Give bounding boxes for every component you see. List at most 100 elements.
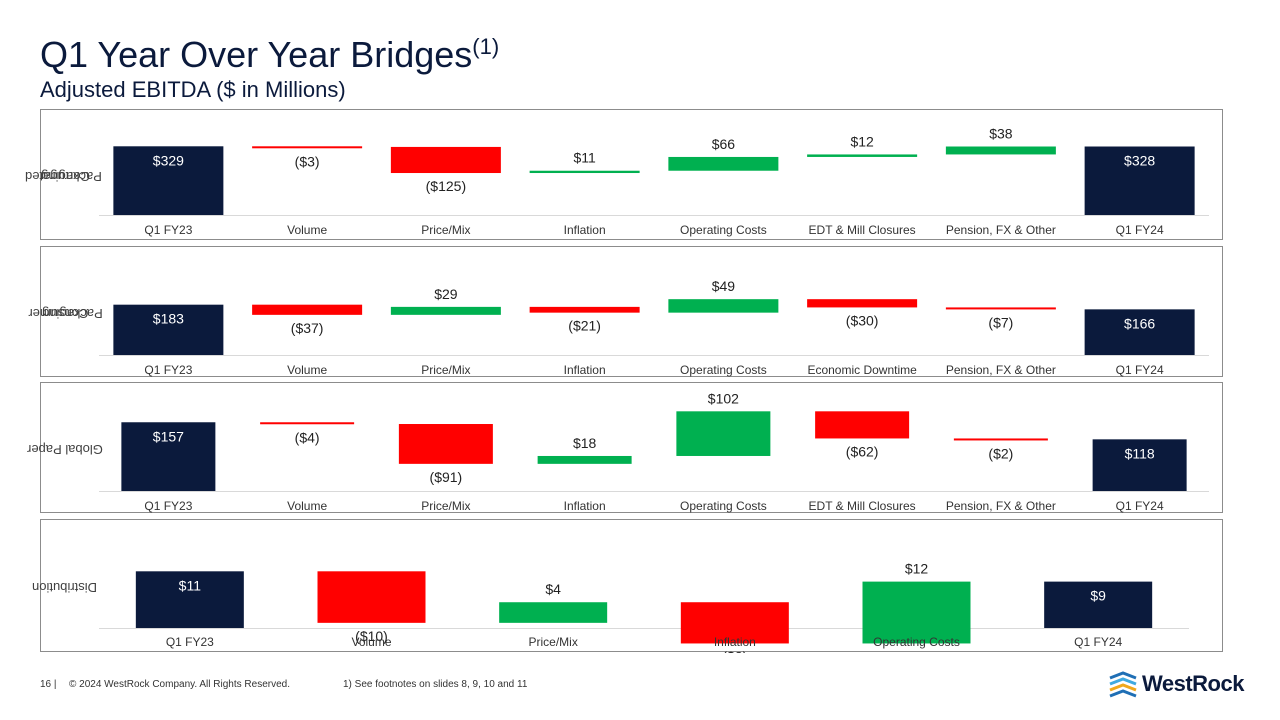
- waterfall-bar-5: [862, 581, 971, 644]
- category-label-6: Q1 FY24: [1074, 635, 1122, 649]
- category-label-1: Q1 FY23: [144, 223, 192, 237]
- waterfall-bar-6: [815, 411, 910, 439]
- data-label-7: $38: [989, 126, 1013, 142]
- waterfall-bar-2: [252, 146, 363, 149]
- waterfall-bar-8: [1092, 439, 1187, 491]
- consumer-packaging-panel: Consumer Packaging $183 Q1 FY23 ($37) Volume…: [28, 246, 1223, 377]
- data-label-3: $4: [545, 581, 561, 597]
- category-label-8: Q1 FY24: [1116, 223, 1164, 237]
- data-label-4: $18: [573, 435, 597, 451]
- data-label-3: ($91): [430, 469, 463, 485]
- waterfall-bar-2: [260, 422, 355, 425]
- category-label-4: Inflation: [714, 635, 756, 649]
- category-label-1: Q1 FY23: [144, 499, 192, 513]
- waterfall-bar-7: [945, 146, 1056, 155]
- waterfall-bar-3: [390, 306, 501, 315]
- data-label-5: $49: [712, 278, 736, 294]
- consumer-packaging-waterfall-chart: $183 Q1 FY23 ($37) Volume $29 Price/Mix ($21) I…: [99, 278, 1209, 377]
- waterfall-bar-8: [1084, 309, 1195, 355]
- distribution-waterfall-chart: $11 Q1 FY23 ($10)Volume $4 Price/Mix ($8)Infl…: [99, 561, 1189, 653]
- data-label-7: ($7): [988, 314, 1013, 330]
- category-label-1: Q1 FY23: [166, 635, 214, 649]
- category-label-6: EDT & Mill Closures: [809, 499, 916, 513]
- data-label-2: ($4): [295, 429, 320, 445]
- data-label-5: $12: [905, 561, 929, 577]
- data-label-6: $12: [850, 133, 874, 149]
- category-label-2: Volume: [287, 499, 327, 513]
- category-label-3: Price/Mix: [421, 363, 470, 377]
- waterfall-bar-2: [252, 304, 363, 315]
- waterfall-bar-1: [113, 304, 224, 355]
- waterfall-bar-2: [317, 571, 426, 623]
- westrock-logo-icon: [1109, 671, 1137, 698]
- waterfall-bar-5: [676, 411, 771, 456]
- global-paper-waterfall-chart: $157 Q1 FY23 ($4) Volume ($91) Price/Mix $18 In…: [99, 390, 1209, 513]
- data-label-8: $328: [1124, 153, 1155, 169]
- category-label-4: Inflation: [564, 223, 606, 237]
- data-label-4: ($8): [722, 648, 747, 653]
- data-label-6: ($30): [846, 312, 879, 328]
- waterfall-bar-3: [398, 424, 493, 464]
- page-title: Q1 Year Over Year Bridges(1): [40, 34, 499, 76]
- corrugated-packaging-panel: Corrugated Packaging $329 Q1 FY23 ($3) Volum…: [25, 109, 1223, 240]
- category-label-8: Q1 FY24: [1116, 363, 1164, 377]
- page-title-text: Q1 Year Over Year Bridges: [40, 34, 473, 75]
- distribution-panel: Distribution $11 Q1 FY23 ($10) Volume $4 Pric…: [32, 519, 1223, 653]
- westrock-logo-wordmark: WestRock: [1142, 671, 1244, 696]
- data-label-2: ($3): [295, 153, 320, 169]
- category-label-8: Q1 FY24: [1116, 499, 1164, 513]
- footnote: 1) See footnotes on slides 8, 9, 10 and …: [343, 679, 528, 690]
- category-label-3: Price/Mix: [528, 635, 577, 649]
- data-label-2: ($10): [355, 628, 388, 644]
- copyright-notice: © 2024 WestRock Company. All Rights Rese…: [69, 679, 290, 690]
- data-label-2: ($37): [291, 320, 324, 336]
- waterfall-bar-5: [668, 156, 779, 171]
- data-label-3: $29: [434, 286, 458, 302]
- waterfall-bar-6: [1044, 581, 1153, 628]
- category-label-2: Volume: [351, 635, 391, 649]
- category-label-5: Operating Costs: [680, 499, 767, 513]
- waterfall-bar-4: [529, 306, 640, 313]
- waterfall-bar-4: [537, 455, 632, 464]
- category-label-2: Volume: [287, 363, 327, 377]
- global-paper-panel: Global Paper $157 Q1 FY23 ($4) Volume ($91) P…: [27, 382, 1223, 513]
- westrock-logo: WestRock: [1108, 668, 1248, 700]
- waterfall-bar-8: [1084, 146, 1195, 215]
- category-label-7: Pension, FX & Other: [946, 363, 1056, 377]
- data-label-1: $157: [153, 428, 184, 444]
- category-label-5: Operating Costs: [680, 223, 767, 237]
- waterfall-bar-4: [680, 602, 789, 644]
- waterfall-bar-6: [807, 154, 918, 157]
- data-label-1: $183: [153, 311, 184, 327]
- data-label-3: ($125): [426, 178, 466, 194]
- category-label-3: Price/Mix: [421, 223, 470, 237]
- data-label-5: $102: [708, 390, 739, 406]
- data-label-6: ($62): [846, 443, 879, 459]
- category-label-1: Q1 FY23: [144, 363, 192, 377]
- page-subtitle: Adjusted EBITDA ($ in Millions): [40, 77, 346, 102]
- data-label-1: $11: [179, 577, 202, 593]
- page-number: 16 |: [40, 679, 57, 690]
- data-label-7: ($2): [988, 445, 1013, 461]
- category-label-3: Price/Mix: [421, 499, 470, 513]
- data-label-8: $166: [1124, 315, 1155, 331]
- waterfall-bar-4: [529, 170, 640, 174]
- data-label-6: $9: [1090, 588, 1106, 604]
- data-label-4: $11: [573, 150, 596, 166]
- category-label-6: EDT & Mill Closures: [809, 223, 916, 237]
- data-label-4: ($21): [568, 318, 601, 334]
- waterfall-bar-6: [807, 299, 918, 308]
- category-label-7: Pension, FX & Other: [946, 223, 1056, 237]
- category-label-4: Inflation: [564, 499, 606, 513]
- category-label-4: Inflation: [564, 363, 606, 377]
- waterfall-bar-1: [113, 146, 224, 215]
- data-label-8: $118: [1125, 445, 1155, 461]
- data-label-1: $329: [153, 152, 184, 168]
- waterfall-bar-3: [499, 602, 608, 623]
- corrugated-packaging-waterfall-chart: $329 Q1 FY23 ($3) Volume ($125) Price/Mix $11 I…: [99, 126, 1209, 237]
- waterfall-bar-7: [953, 438, 1048, 441]
- waterfall-bar-7: [945, 307, 1056, 310]
- category-label-5: Operating Costs: [873, 635, 960, 649]
- category-label-6: Economic Downtime: [807, 363, 917, 377]
- data-label-5: $66: [712, 136, 736, 152]
